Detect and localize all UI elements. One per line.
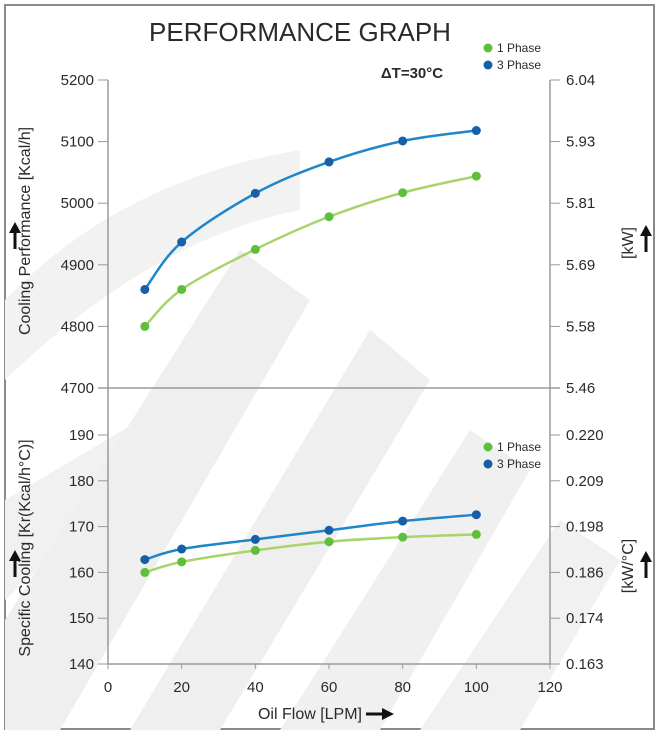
bottom-y-axis-label: Specific Cooling [Kr(Kcal/h°C)] (17, 439, 34, 656)
data-point (324, 537, 334, 547)
data-point (140, 567, 150, 577)
top-y2-arrow-icon (640, 225, 652, 252)
y-tick-label: 140 (69, 656, 94, 673)
data-point (398, 516, 408, 526)
data-point (177, 544, 187, 554)
data-point (250, 244, 260, 254)
y-tick-label: 180 (69, 473, 94, 490)
data-point (177, 284, 187, 294)
x-tick-label: 80 (394, 679, 411, 696)
y2-tick-label: 0.220 (566, 427, 604, 444)
y2-tick-label: 5.69 (566, 257, 595, 274)
y2-tick-label: 0.198 (566, 519, 604, 536)
data-point (324, 157, 334, 167)
y-tick-label: 4900 (61, 257, 94, 274)
top-y2-axis-label: [kW] (620, 227, 637, 259)
data-point (324, 525, 334, 535)
data-point (398, 136, 408, 146)
data-point (250, 534, 260, 544)
x-tick-label: 0 (104, 679, 112, 696)
top-y-arrow-icon (9, 222, 21, 249)
y-tick-label: 5200 (61, 72, 94, 89)
y2-tick-label: 5.58 (566, 318, 595, 335)
chart-title: PERFORMANCE GRAPH (149, 17, 451, 47)
data-point (140, 321, 150, 331)
legend-label: 1 Phase (497, 41, 541, 55)
data-point (250, 545, 260, 555)
y-tick-label: 190 (69, 427, 94, 444)
legend-marker (483, 442, 493, 452)
x-tick-label: 100 (464, 679, 489, 696)
data-point (471, 171, 481, 181)
y2-tick-label: 5.81 (566, 195, 595, 212)
data-point (471, 510, 481, 520)
top-y-axis-label: Cooling Performance [Kcal/h] (17, 127, 34, 335)
data-point (398, 532, 408, 542)
y2-tick-label: 5.46 (566, 380, 595, 397)
x-tick-label: 20 (173, 679, 190, 696)
legend-label: 3 Phase (497, 457, 541, 471)
x-tick-label: 120 (537, 679, 562, 696)
y2-tick-label: 5.93 (566, 134, 595, 151)
data-point (398, 188, 408, 198)
legend-marker (483, 459, 493, 469)
legend-label: 3 Phase (497, 58, 541, 72)
y2-tick-label: 0.209 (566, 473, 604, 490)
bottom-y-arrow-icon (9, 550, 21, 577)
delta-t-annotation: ΔT=30°C (381, 65, 443, 82)
legend-marker (483, 60, 493, 70)
y2-tick-label: 6.04 (566, 72, 595, 89)
legend-label: 1 Phase (497, 440, 541, 454)
x-axis-arrow-icon (366, 708, 394, 720)
x-tick-label: 40 (247, 679, 264, 696)
y-tick-label: 4700 (61, 380, 94, 397)
bottom-y2-arrow-icon (640, 551, 652, 578)
data-point (140, 555, 150, 565)
bottom-y2-axis-label: [kW/°C] (620, 539, 637, 593)
y2-tick-label: 0.174 (566, 610, 604, 627)
data-point (177, 557, 187, 567)
y2-tick-label: 0.186 (566, 564, 604, 581)
y-tick-label: 160 (69, 564, 94, 581)
legend-marker (483, 43, 493, 53)
y2-tick-label: 0.163 (566, 656, 604, 673)
data-point (250, 188, 260, 198)
data-point (140, 284, 150, 294)
x-tick-label: 60 (321, 679, 338, 696)
y-tick-label: 4800 (61, 318, 94, 335)
x-axis-label: Oil Flow [LPM] (258, 706, 362, 723)
y-tick-label: 150 (69, 610, 94, 627)
data-point (471, 126, 481, 136)
data-point (177, 237, 187, 247)
y-tick-label: 170 (69, 519, 94, 536)
data-point (471, 529, 481, 539)
y-tick-label: 5000 (61, 195, 94, 212)
watermark-logo (5, 150, 620, 730)
y-tick-label: 5100 (61, 134, 94, 151)
data-point (324, 212, 334, 222)
